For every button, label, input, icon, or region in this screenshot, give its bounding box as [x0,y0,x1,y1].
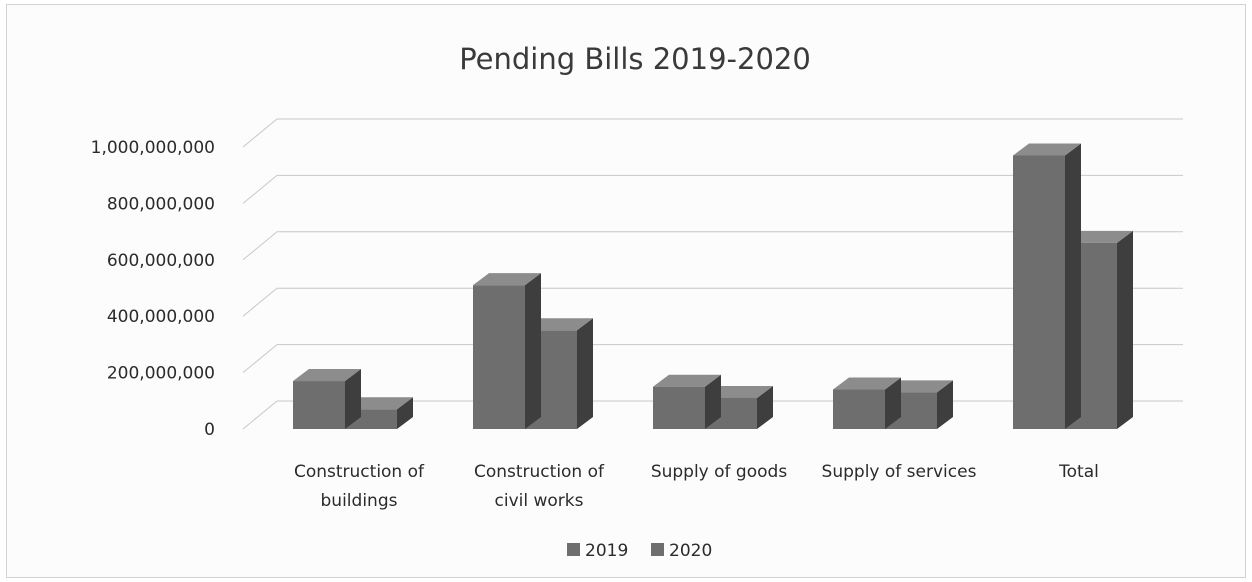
category-labels: Construction of buildings Construction of c… [294,462,1099,511]
legend: 2019 2020 [567,541,712,561]
y-tick-label: 200,000,000 [107,364,215,384]
y-tick-label: 0 [204,420,215,440]
y-tick-label: 1,000,000,000 [91,138,215,158]
gridline [242,287,1183,317]
gridline [242,231,1183,261]
category-label: Construction of civil works [474,462,605,511]
chart-title: Pending Bills 2019-2020 [459,42,811,76]
bar-chart: Pending Bills 2019-2020 0 200,000,000 400,… [91,42,1183,561]
category-label: Supply of goods [651,462,788,482]
y-axis-ticks: 0 200,000,000 400,000,000 600,000,000 800,00… [91,138,215,440]
legend-swatch-2020 [651,543,664,556]
category-label: Total [1058,462,1099,482]
y-tick-label: 800,000,000 [107,194,215,214]
legend-label-2020: 2020 [669,541,712,561]
gridline [242,344,1183,373]
category-label: Supply of services [822,462,977,482]
y-tick-label: 400,000,000 [107,307,215,327]
bar-2019 [653,374,721,429]
bar-2020 [705,385,773,429]
bar-2019 [293,369,361,429]
bar-2019 [473,273,541,429]
gridline [242,118,1183,148]
bar-2019 [833,377,901,429]
category-label: Construction of buildings [294,462,425,511]
chart-frame: Pending Bills 2019-2020 0 200,000,000 400,… [6,4,1246,578]
legend-swatch-2019 [567,543,580,556]
bars [293,143,1133,429]
legend-label-2019: 2019 [585,541,628,561]
gridline [242,174,1183,204]
bar-2019 [1013,143,1081,429]
y-tick-label: 600,000,000 [107,251,215,271]
